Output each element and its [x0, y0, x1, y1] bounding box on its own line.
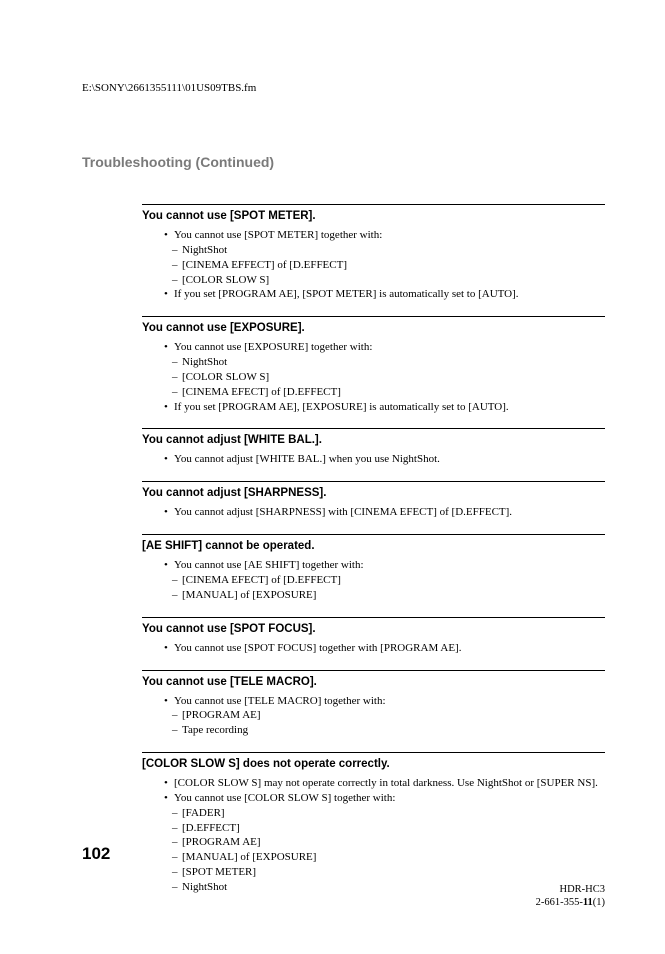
section-title: You cannot use [SPOT FOCUS].	[142, 617, 605, 635]
section: You cannot use [SPOT FOCUS]. You cannot u…	[82, 617, 605, 656]
page-title: Troubleshooting (Continued)	[82, 154, 605, 170]
dash-item: [MANUAL] of [EXPOSURE]	[166, 850, 605, 865]
dash-item: [MANUAL] of [EXPOSURE]	[166, 588, 605, 603]
footer-code-suffix: (1)	[593, 897, 605, 908]
footer-code-prefix: 2-661-355-	[536, 897, 583, 908]
dash-item: [COLOR SLOW S]	[166, 370, 605, 385]
section-body: You cannot use [AE SHIFT] together with:…	[166, 558, 605, 603]
dash-item: [D.EFFECT]	[166, 821, 605, 836]
section: You cannot use [TELE MACRO]. You cannot u…	[82, 670, 605, 739]
bullet-item: You cannot use [EXPOSURE] together with:	[166, 340, 605, 355]
dash-item: NightShot	[166, 355, 605, 370]
footer-code-bold: 11	[583, 897, 593, 908]
section-title: You cannot use [EXPOSURE].	[142, 316, 605, 334]
section-body: You cannot adjust [SHARPNESS] with [CINE…	[166, 505, 605, 520]
section: You cannot use [EXPOSURE]. You cannot use…	[82, 316, 605, 414]
section-body: You cannot use [EXPOSURE] together with:…	[166, 340, 605, 414]
bullet-item: You cannot adjust [WHITE BAL.] when you …	[166, 452, 605, 467]
bullet-item: You cannot use [SPOT METER] together wit…	[166, 228, 605, 243]
bullet-item: You cannot use [SPOT FOCUS] together wit…	[166, 641, 605, 656]
section-title: [AE SHIFT] cannot be operated.	[142, 534, 605, 552]
section-body: You cannot use [SPOT FOCUS] together wit…	[166, 641, 605, 656]
section-title: You cannot adjust [WHITE BAL.].	[142, 428, 605, 446]
sections-container: You cannot use [SPOT METER]. You cannot u…	[82, 204, 605, 895]
bullet-item: You cannot adjust [SHARPNESS] with [CINE…	[166, 505, 605, 520]
dash-item: [SPOT METER]	[166, 865, 605, 880]
section-title: You cannot use [SPOT METER].	[142, 204, 605, 222]
dash-item: [COLOR SLOW S]	[166, 273, 605, 288]
section-title: You cannot use [TELE MACRO].	[142, 670, 605, 688]
dash-item: [FADER]	[166, 806, 605, 821]
section: [COLOR SLOW S] does not operate correctl…	[82, 752, 605, 895]
dash-item: [CINEMA EFECT] of [D.EFFECT]	[166, 573, 605, 588]
footer: HDR-HC3 2-661-355-11(1)	[536, 883, 605, 910]
bullet-item: You cannot use [COLOR SLOW S] together w…	[166, 791, 605, 806]
dash-item: [PROGRAM AE]	[166, 708, 605, 723]
section-title: [COLOR SLOW S] does not operate correctl…	[142, 752, 605, 770]
section-body: You cannot use [TELE MACRO] together wit…	[166, 694, 605, 739]
section: [AE SHIFT] cannot be operated. You cannot…	[82, 534, 605, 603]
section-body: You cannot adjust [WHITE BAL.] when you …	[166, 452, 605, 467]
section: You cannot use [SPOT METER]. You cannot u…	[82, 204, 605, 302]
document-page: E:\SONY\2661355111\01US09TBS.fm Troubles…	[0, 0, 665, 949]
section: You cannot adjust [SHARPNESS]. You cannot…	[82, 481, 605, 520]
section-body: You cannot use [SPOT METER] together wit…	[166, 228, 605, 302]
section-body: [COLOR SLOW S] may not operate correctly…	[166, 776, 605, 895]
dash-item: [CINEMA EFECT] of [D.EFFECT]	[166, 385, 605, 400]
dash-item: Tape recording	[166, 723, 605, 738]
footer-model: HDR-HC3	[536, 883, 605, 897]
dash-item: [PROGRAM AE]	[166, 835, 605, 850]
bullet-item: If you set [PROGRAM AE], [EXPOSURE] is a…	[166, 400, 605, 415]
section-title: You cannot adjust [SHARPNESS].	[142, 481, 605, 499]
page-number: 102	[82, 844, 110, 864]
bullet-item: [COLOR SLOW S] may not operate correctly…	[166, 776, 605, 791]
dash-item: [CINEMA EFFECT] of [D.EFFECT]	[166, 258, 605, 273]
bullet-item: If you set [PROGRAM AE], [SPOT METER] is…	[166, 287, 605, 302]
dash-item: NightShot	[166, 243, 605, 258]
bullet-item: You cannot use [TELE MACRO] together wit…	[166, 694, 605, 709]
file-path: E:\SONY\2661355111\01US09TBS.fm	[82, 82, 605, 94]
section: You cannot adjust [WHITE BAL.]. You canno…	[82, 428, 605, 467]
footer-code: 2-661-355-11(1)	[536, 896, 605, 910]
bullet-item: You cannot use [AE SHIFT] together with:	[166, 558, 605, 573]
